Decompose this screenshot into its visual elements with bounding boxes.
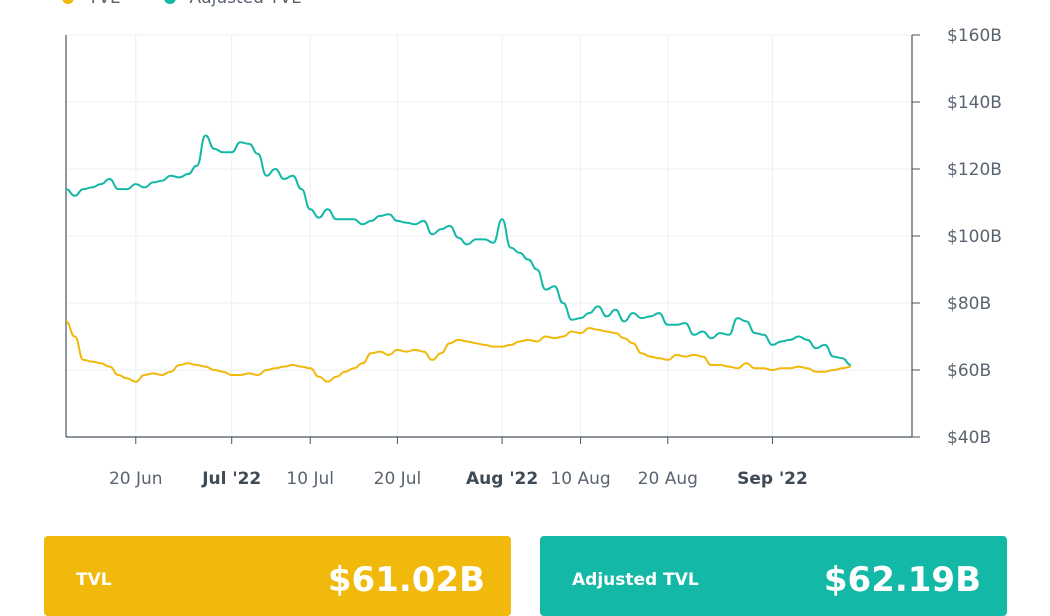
x-tick-label: 20 Jun: [109, 469, 163, 489]
y-tick-label: $80B: [947, 294, 991, 314]
y-tick-label: $40B: [947, 428, 991, 448]
legend-item-tvl[interactable]: TVL: [62, 0, 120, 8]
adjusted-tvl-card-value: $62.19B: [823, 560, 981, 600]
legend-label-tvl: TVL: [88, 0, 120, 8]
y-tick-label: $140B: [947, 93, 1002, 113]
legend-item-adjusted-tvl[interactable]: Adjusted TVL: [163, 0, 301, 8]
series-lines: [65, 134, 852, 383]
legend-label-adjusted-tvl: Adjusted TVL: [190, 0, 301, 8]
y-tick-label: $60B: [947, 361, 991, 381]
tvl-card-label: TVL: [76, 570, 112, 590]
x-tick-label: Sep '22: [737, 469, 808, 489]
adjusted-tvl-summary-card: Adjusted TVL $62.19B: [540, 536, 1007, 616]
x-tick-label: 20 Aug: [638, 469, 698, 489]
y-tick-label: $100B: [947, 227, 1002, 247]
legend-dot-adjusted-tvl: [163, 0, 176, 4]
tvl-card-value: $61.02B: [327, 560, 485, 600]
x-tick-label: 10 Aug: [550, 469, 610, 489]
adjusted-tvl-card-label: Adjusted TVL: [572, 570, 699, 590]
legend-dot-tvl: [62, 0, 74, 4]
series-line-tvl[interactable]: [65, 320, 851, 383]
tvl-line-chart: $40B $60B $80B $100B $120B $140B $160B 20 Jun Ju…: [65, 26, 1002, 489]
y-tick-label: $160B: [947, 26, 1002, 46]
chart-legend: TVL Adjusted TVL: [62, 0, 301, 8]
series-line-adjusted-tvl[interactable]: [65, 134, 852, 366]
x-tick-label: 20 Jul: [374, 469, 422, 489]
tick-labels: $40B $60B $80B $100B $120B $140B $160B 20 Jun Ju…: [109, 26, 1002, 489]
x-tick-label: 10 Jul: [286, 469, 334, 489]
grid-lines: [66, 34, 912, 438]
axes: [65, 34, 920, 444]
y-tick-label: $120B: [947, 160, 1002, 180]
x-tick-label: Jul '22: [201, 469, 261, 489]
x-tick-label: Aug '22: [466, 469, 538, 489]
tvl-summary-card: TVL $61.02B: [44, 536, 511, 616]
